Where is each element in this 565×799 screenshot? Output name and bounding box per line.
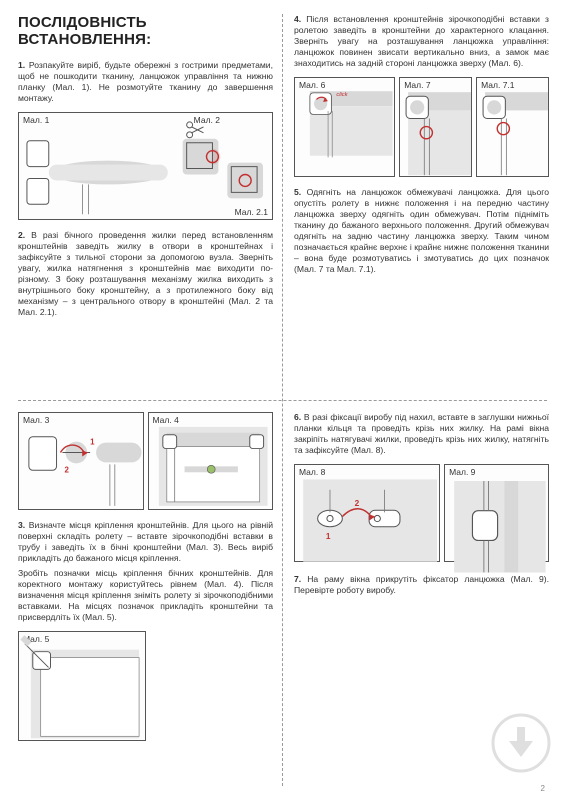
illustration-71 <box>477 78 548 179</box>
illustration-1-2-21 <box>19 113 272 220</box>
illustration-3: 2 1 <box>19 413 142 510</box>
svg-text:1: 1 <box>90 438 95 447</box>
page-title: ПОСЛІДОВНІСТЬ ВСТАНОВЛЕННЯ: <box>18 14 273 48</box>
figure-row-6-7-71: Мал. 6 click <box>294 77 549 177</box>
figure-box-8: Мал. 8 1 2 <box>294 464 440 562</box>
quadrant-bottom-right: 6. В разі фіксації виробу під нахил, вст… <box>294 412 549 596</box>
figure-box-3: Мал. 3 2 1 <box>18 412 144 510</box>
svg-text:1: 1 <box>326 532 331 541</box>
figure-row-8-9: Мал. 8 1 2 <box>294 464 549 562</box>
quadrant-bottom-left: Мал. 3 2 1 Мал. 4 <box>18 412 273 741</box>
figure-box-7: Мал. 7 <box>399 77 472 177</box>
figure-box-71: Мал. 7.1 <box>476 77 549 177</box>
figure-box-5: Мал. 5 <box>18 631 146 741</box>
illustration-5 <box>19 632 145 740</box>
svg-text:2: 2 <box>355 499 360 508</box>
figure-row-3-4: Мал. 3 2 1 Мал. 4 <box>18 412 273 510</box>
step-5-text: 5. Одягніть на ланцюжок обмежувачі ланцю… <box>294 187 549 275</box>
step-4-text: 4. Після встановлення кронштейнів зірочк… <box>294 14 549 69</box>
svg-text:click: click <box>336 92 348 98</box>
figure-box-6: Мал. 6 click <box>294 77 395 177</box>
horizontal-divider <box>18 400 547 401</box>
step-6-text: 6. В разі фіксації виробу під нахил, вст… <box>294 412 549 456</box>
quadrant-top-right: 4. Після встановлення кронштейнів зірочк… <box>294 14 549 275</box>
instruction-page: ПОСЛІДОВНІСТЬ ВСТАНОВЛЕННЯ: 1. Розпакуйт… <box>0 0 565 799</box>
figure-box-9: Мал. 9 <box>444 464 549 562</box>
step-3b-text: Зробіть позначки місць кріплення бічних … <box>18 568 273 623</box>
step-2-text: 2. В разі бічного проведення жилки перед… <box>18 230 273 318</box>
figure-box-1-2-21: Мал. 1 Мал. 2 Мал. 2.1 <box>18 112 273 220</box>
illustration-8: 1 2 <box>295 465 439 566</box>
step-7-text: 7. На раму вікна прикрутіть фіксатор лан… <box>294 574 549 596</box>
svg-text:2: 2 <box>64 465 69 474</box>
watermark-icon <box>491 713 551 773</box>
illustration-9 <box>445 465 548 577</box>
quadrant-top-left: ПОСЛІДОВНІСТЬ ВСТАНОВЛЕННЯ: 1. Розпакуйт… <box>18 14 273 318</box>
illustration-6: click <box>295 78 394 161</box>
illustration-7 <box>400 78 471 179</box>
figure-box-4: Мал. 4 <box>148 412 274 510</box>
page-number: 2 <box>541 784 545 793</box>
illustration-4 <box>149 413 272 510</box>
step-3-text: 3. Визначте місця кріплення кронштейнів.… <box>18 520 273 564</box>
step-1-text: 1. Розпакуйте виріб, будьте обережні з г… <box>18 60 273 104</box>
